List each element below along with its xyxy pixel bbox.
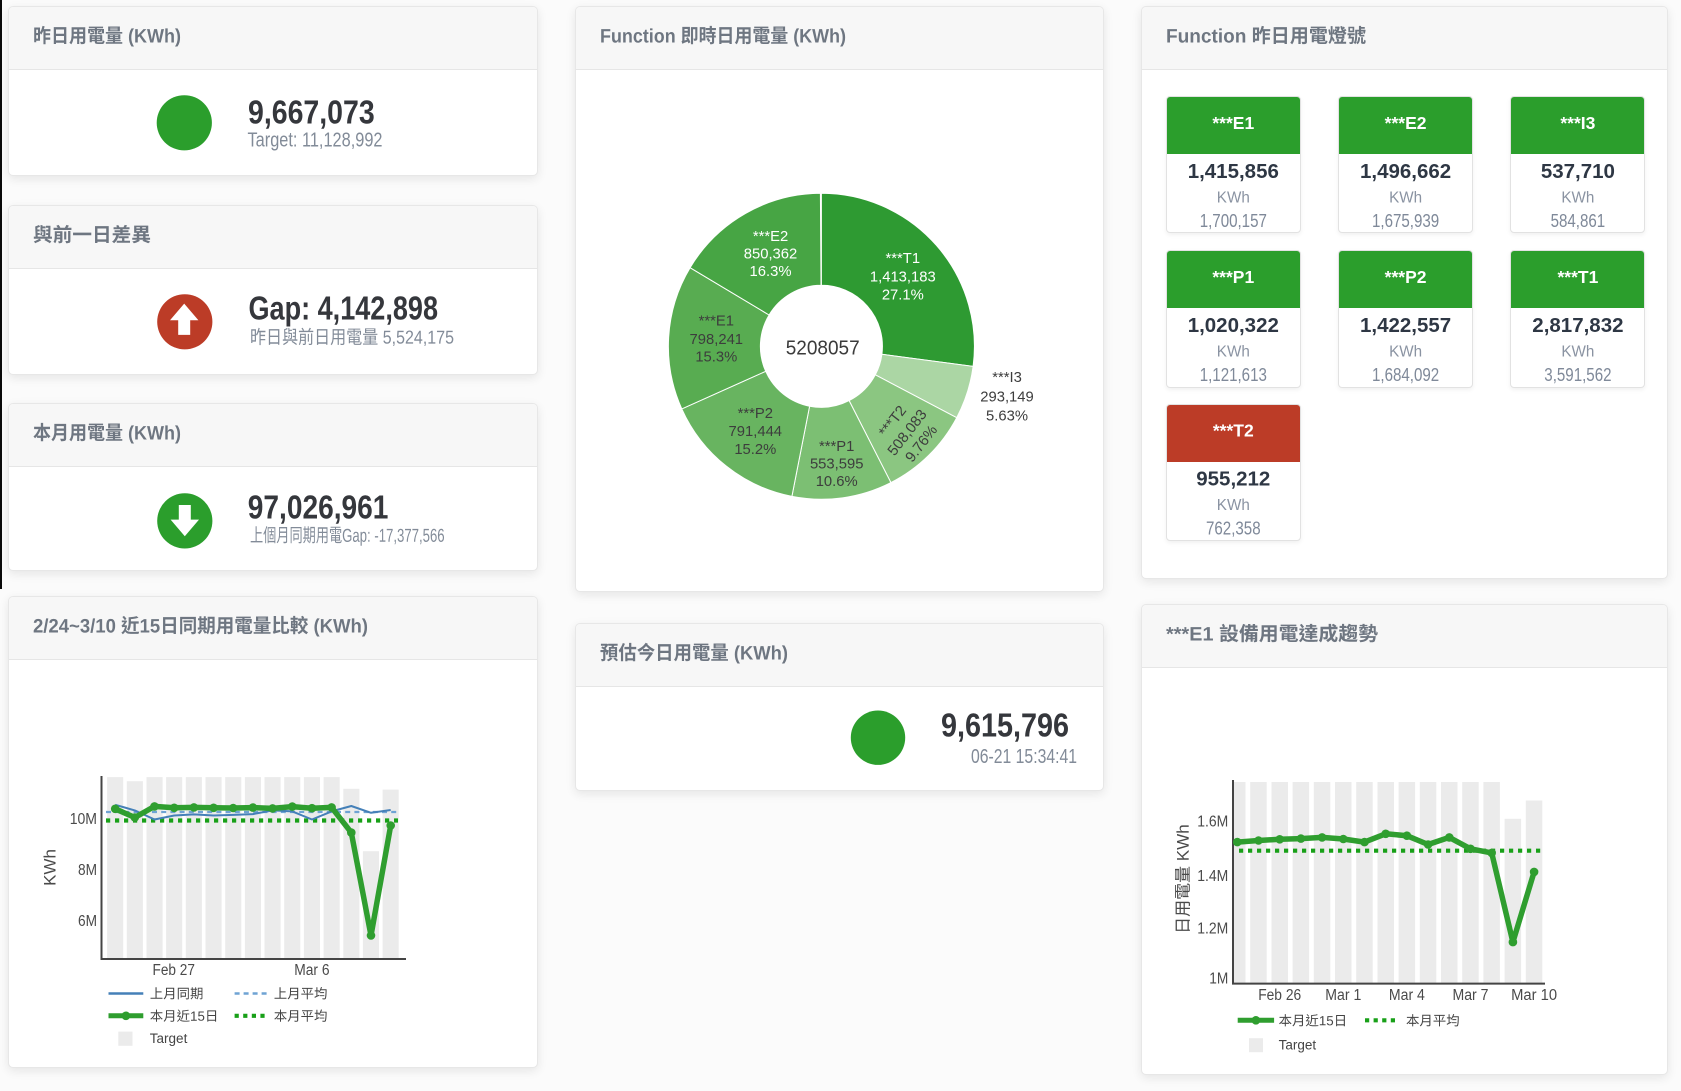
svg-text:1,121,613: 1,121,613 (1200, 365, 1267, 385)
svg-text:1,422,557: 1,422,557 (1360, 314, 1451, 337)
svg-text:***T2: ***T2 (1213, 421, 1254, 441)
svg-text:Mar 1: Mar 1 (1325, 987, 1361, 1004)
svg-text:5208057: 5208057 (786, 338, 860, 360)
svg-text:Feb 26: Feb 26 (1258, 987, 1301, 1004)
svg-text:1,496,662: 1,496,662 (1360, 160, 1451, 183)
svg-text:1.4M: 1.4M (1197, 868, 1228, 885)
svg-text:KWh: KWh (1217, 497, 1250, 514)
svg-text:1,415,856: 1,415,856 (1188, 160, 1279, 183)
svg-text:***I3: ***I3 (1560, 113, 1595, 133)
svg-text:1M: 1M (1209, 971, 1228, 988)
svg-text:10M: 10M (70, 811, 97, 828)
svg-text:1,020,322: 1,020,322 (1188, 314, 1279, 337)
svg-text:Mar 6: Mar 6 (294, 962, 329, 979)
svg-text:9,667,073: 9,667,073 (248, 94, 375, 131)
svg-text:1.6M: 1.6M (1197, 814, 1228, 831)
svg-text:KWh: KWh (1389, 189, 1422, 206)
svg-text:***E1: ***E1 (699, 314, 734, 330)
svg-text:2,817,832: 2,817,832 (1532, 314, 1623, 337)
svg-text:KWh: KWh (1389, 344, 1422, 361)
svg-text:1.2M: 1.2M (1197, 921, 1228, 938)
svg-text:Target: 11,128,992: Target: 11,128,992 (248, 128, 383, 151)
svg-text:9,615,796: 9,615,796 (941, 706, 1069, 743)
svg-text:***E2: ***E2 (753, 229, 788, 245)
svg-text:Target: Target (1279, 1038, 1317, 1053)
svg-text:***E1: ***E1 (1212, 113, 1254, 133)
svg-text:Mar 7: Mar 7 (1453, 987, 1489, 1004)
svg-text:KWh: KWh (1217, 344, 1250, 361)
svg-text:8M: 8M (78, 862, 97, 879)
svg-text:553,595: 553,595 (810, 457, 864, 473)
svg-text:KWh: KWh (1561, 344, 1594, 361)
svg-text:16.3%: 16.3% (750, 264, 792, 280)
svg-text:Feb 27: Feb 27 (153, 962, 195, 979)
svg-text:KWh: KWh (1217, 189, 1250, 206)
svg-text:Mar 4: Mar 4 (1389, 987, 1425, 1004)
svg-text:293,149: 293,149 (980, 389, 1034, 405)
svg-text:1,675,939: 1,675,939 (1372, 211, 1439, 231)
svg-text:***P2: ***P2 (1385, 267, 1427, 287)
svg-text:***I3: ***I3 (992, 370, 1022, 386)
svg-text:Mar 10: Mar 10 (1511, 987, 1557, 1004)
svg-text:3,591,562: 3,591,562 (1544, 365, 1611, 385)
svg-text:***T1: ***T1 (1557, 267, 1598, 287)
svg-text:6M: 6M (78, 913, 97, 930)
svg-text:584,861: 584,861 (1551, 211, 1606, 231)
svg-text:***P2: ***P2 (738, 406, 773, 422)
svg-text:***P1: ***P1 (1212, 267, 1254, 287)
svg-text:1,684,092: 1,684,092 (1372, 365, 1439, 385)
svg-text:***T1: ***T1 (886, 251, 921, 267)
svg-text:97,026,961: 97,026,961 (248, 488, 389, 525)
svg-text:762,358: 762,358 (1206, 519, 1261, 539)
svg-text:537,710: 537,710 (1541, 160, 1615, 183)
svg-text:06-21 15:34:41: 06-21 15:34:41 (971, 745, 1077, 768)
svg-text:1,700,157: 1,700,157 (1200, 211, 1267, 231)
svg-text:1,413,183: 1,413,183 (870, 270, 936, 286)
svg-text:798,241: 798,241 (690, 332, 744, 348)
svg-text:15.3%: 15.3% (695, 350, 737, 366)
svg-text:KWh: KWh (1561, 189, 1594, 206)
svg-text:KWh: KWh (41, 849, 60, 886)
svg-text:27.1%: 27.1% (882, 288, 924, 304)
svg-text:850,362: 850,362 (744, 247, 798, 263)
svg-text:***E2: ***E2 (1385, 113, 1427, 133)
svg-text:15.2%: 15.2% (734, 442, 776, 458)
svg-text:Target: Target (150, 1031, 188, 1046)
svg-text:Gap: 4,142,898: Gap: 4,142,898 (249, 290, 439, 327)
svg-text:5.63%: 5.63% (986, 408, 1028, 424)
svg-text:***P1: ***P1 (819, 439, 854, 455)
svg-text:791,444: 791,444 (729, 424, 783, 440)
svg-text:10.6%: 10.6% (816, 474, 858, 490)
svg-text:955,212: 955,212 (1196, 468, 1270, 491)
